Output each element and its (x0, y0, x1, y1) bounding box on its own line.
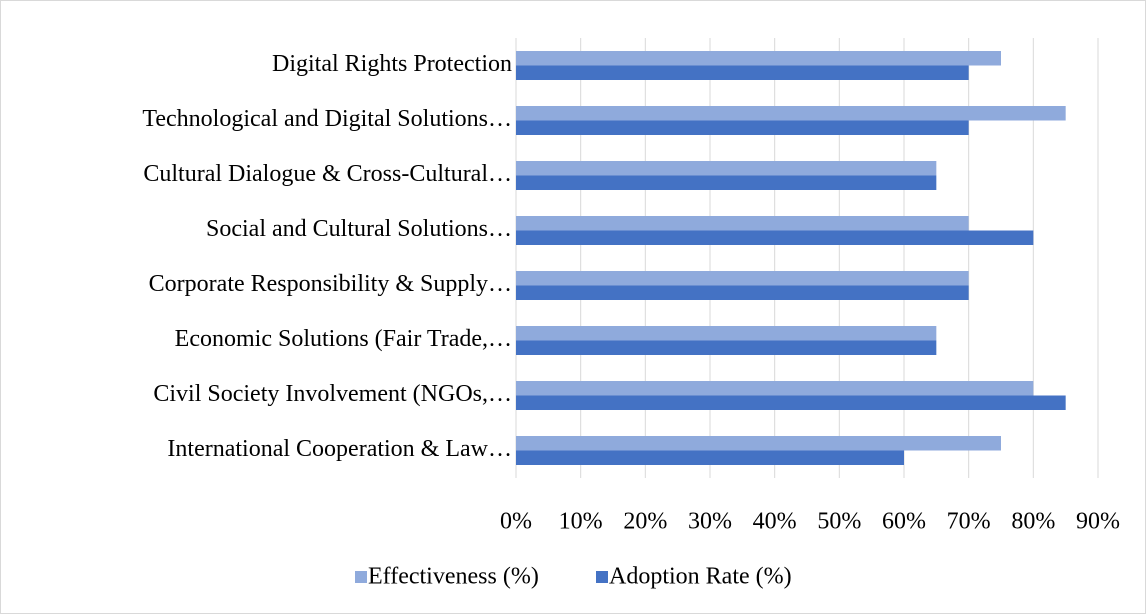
x-tick-label: 60% (882, 509, 926, 535)
bar (516, 230, 1034, 245)
y-tick-label: Economic Solutions (Fair Trade,… (175, 326, 512, 352)
bar (516, 326, 937, 341)
bar (516, 271, 969, 286)
bar (516, 285, 969, 300)
legend-swatch (596, 571, 608, 583)
bar (516, 161, 937, 176)
bar (516, 65, 969, 80)
x-tick-label: 0% (500, 509, 532, 535)
y-tick-label: Corporate Responsibility & Supply… (149, 271, 512, 297)
bar (516, 120, 969, 135)
bar (516, 340, 937, 355)
x-tick-label: 40% (753, 509, 797, 535)
legend-swatch (355, 571, 367, 583)
bar (516, 395, 1066, 410)
x-tick-label: 20% (623, 509, 667, 535)
bar (516, 175, 937, 190)
legend-label: Effectiveness (%) (368, 564, 539, 590)
bar (516, 381, 1034, 396)
y-tick-label: Civil Society Involvement (NGOs,… (153, 381, 512, 407)
x-tick-label: 90% (1076, 509, 1120, 535)
y-tick-label: International Cooperation & Law… (167, 436, 512, 462)
bar (516, 450, 904, 465)
y-tick-label: Technological and Digital Solutions… (142, 106, 512, 132)
bar (516, 436, 1001, 451)
y-tick-label: Cultural Dialogue & Cross-Cultural… (143, 161, 512, 187)
y-tick-label: Social and Cultural Solutions… (206, 216, 512, 242)
x-tick-label: 80% (1011, 509, 1055, 535)
x-tick-label: 70% (947, 509, 991, 535)
y-tick-label: Digital Rights Protection (272, 51, 512, 77)
x-tick-label: 30% (688, 509, 732, 535)
x-tick-label: 10% (559, 509, 603, 535)
legend-label: Adoption Rate (%) (609, 564, 792, 590)
x-tick-label: 50% (817, 509, 861, 535)
bar (516, 51, 1001, 66)
bar (516, 216, 969, 231)
bar (516, 106, 1066, 121)
